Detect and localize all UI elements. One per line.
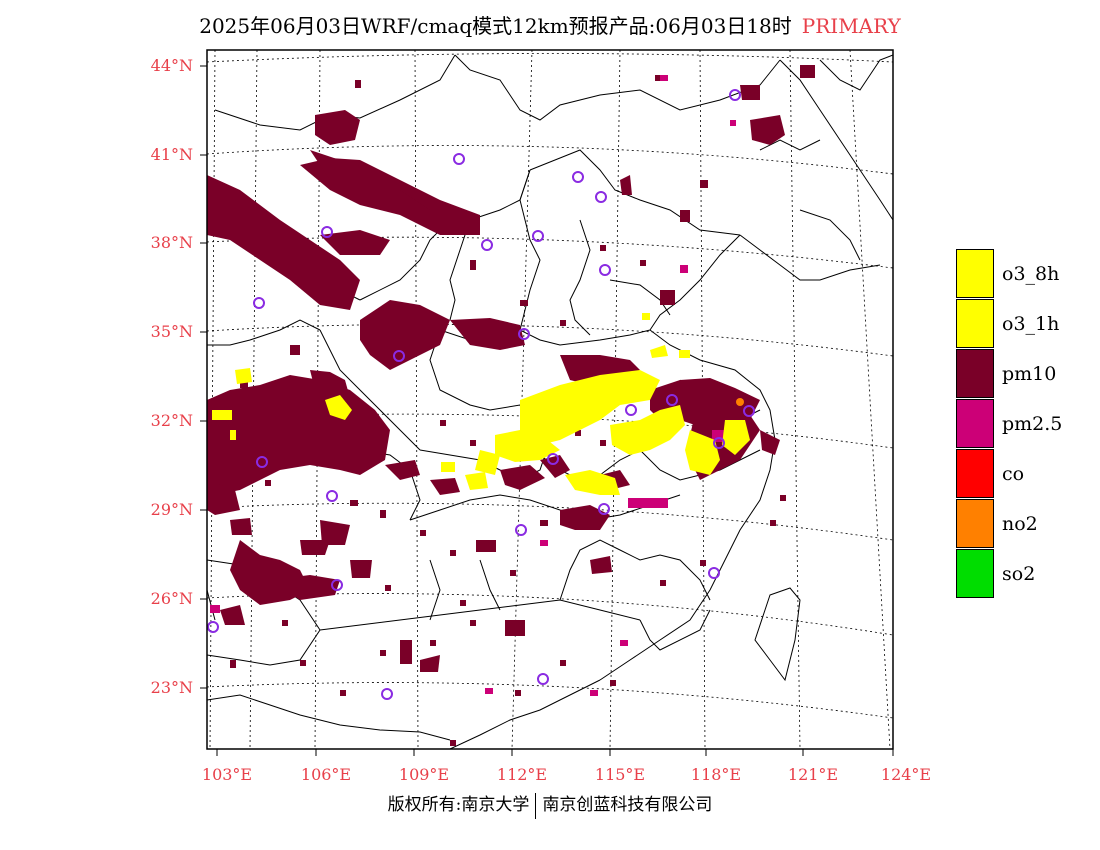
title-tag: PRIMARY [801, 14, 901, 38]
map-title: 2025年06月03日WRF/cmaq模式12km预报产品:06月03日18时 P… [0, 10, 1100, 44]
no2-spots [736, 398, 744, 406]
lat-label-32: 32°N [150, 411, 193, 430]
legend-item-o3_1h: o3_1h [956, 299, 1096, 349]
copyright-left: 版权所有:南京大学 [387, 795, 530, 815]
legend-item-so2: so2 [956, 549, 1096, 599]
legend-label: o3_8h [1002, 263, 1060, 285]
legend-item-o3_8h: o3_8h [956, 249, 1096, 299]
legend-label: o3_1h [1002, 313, 1060, 335]
lat-label-38: 38°N [150, 233, 193, 252]
lon-label-115: 115°E [594, 765, 646, 784]
legend-item-pm25: pm2.5 [956, 399, 1096, 449]
legend-item-co: co [956, 449, 1096, 499]
pm10-regions [207, 65, 815, 672]
legend-label: pm10 [1002, 363, 1057, 385]
map-content [207, 50, 893, 749]
legend-swatch [956, 399, 994, 448]
pm10-speckles [230, 75, 786, 746]
lon-label-124: 124°E [880, 765, 932, 784]
legend-swatch [956, 349, 994, 398]
lat-label-35: 35°N [150, 322, 193, 341]
lat-label-41: 41°N [150, 145, 193, 164]
axis-ticks [200, 65, 894, 756]
title-text: 2025年06月03日WRF/cmaq模式12km预报产品:06月03日18时 [199, 14, 792, 38]
legend-swatch [956, 249, 994, 298]
legend-label: pm2.5 [1002, 413, 1063, 435]
legend-swatch [956, 499, 994, 548]
copyright-divider [535, 792, 537, 819]
map-frame [206, 49, 894, 750]
legend-item-pm10: pm10 [956, 349, 1096, 399]
legend-label: so2 [1002, 563, 1036, 585]
lon-label-109: 109°E [398, 765, 450, 784]
o3-regions [212, 313, 750, 495]
lon-label-121: 121°E [787, 765, 839, 784]
lon-label-106: 106°E [300, 765, 352, 784]
station-markers [207, 89, 755, 700]
lat-label-44: 44°N [150, 56, 193, 75]
copyright-right: 南京创蓝科技有限公司 [542, 795, 713, 815]
legend-swatch [956, 549, 994, 598]
legend-label: no2 [1002, 513, 1038, 535]
legend-item-no2: no2 [956, 499, 1096, 549]
lat-label-23: 23°N [150, 678, 193, 697]
legend-label: co [1002, 463, 1025, 485]
pollutant-legend: o3_8h o3_1h pm10 pm2.5 co no2 so2 [956, 249, 1096, 599]
copyright-footer: 版权所有:南京大学 南京创蓝科技有限公司 [0, 790, 1100, 819]
legend-swatch [956, 449, 994, 498]
lon-label-103: 103°E [201, 765, 253, 784]
lat-label-29: 29°N [150, 500, 193, 519]
lat-label-26: 26°N [150, 589, 193, 608]
legend-swatch [956, 299, 994, 348]
lon-label-112: 112°E [496, 765, 548, 784]
lon-label-118: 118°E [690, 765, 742, 784]
